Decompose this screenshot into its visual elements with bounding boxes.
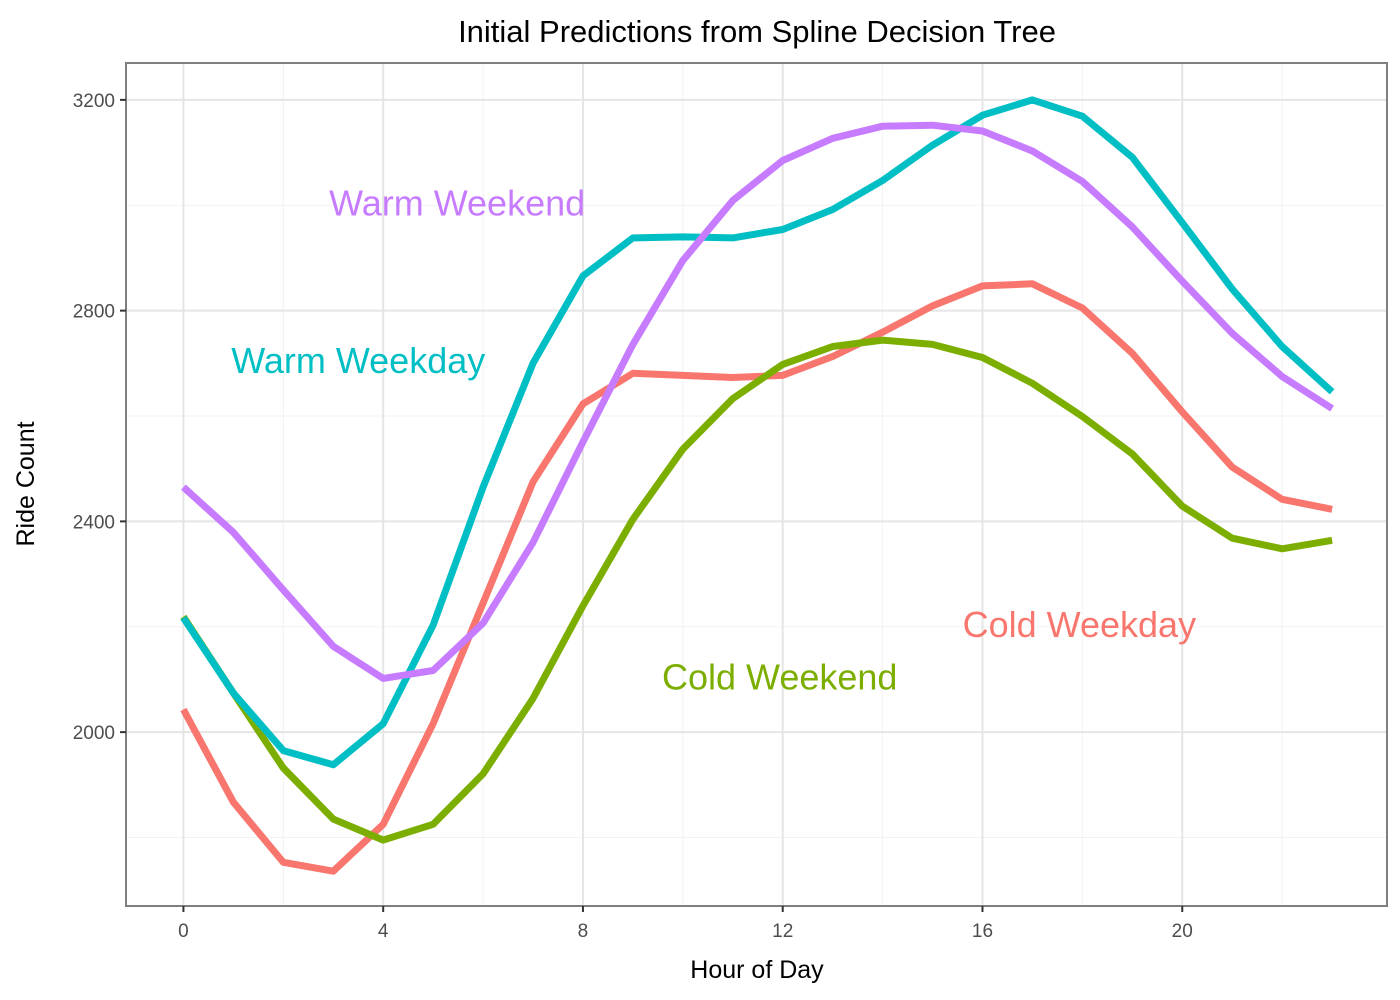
series-line-warm-weekend bbox=[181, 121, 1334, 682]
y-axis: 2000 2400 2800 3200 bbox=[73, 91, 126, 744]
panel-background bbox=[126, 63, 1387, 906]
x-tick-label: 20 bbox=[1172, 921, 1193, 942]
plot-panel: Cold Weekday Cold Weekend Warm Weekday Warm… bbox=[125, 62, 1388, 907]
x-tick-label: 0 bbox=[178, 921, 189, 942]
series-line-cold-weekday bbox=[180, 280, 1333, 875]
series-label-cold-weekend: Cold Weekend bbox=[662, 656, 897, 697]
y-tick-label: 2800 bbox=[73, 302, 115, 323]
y-axis-title: Ride Count bbox=[12, 421, 40, 546]
x-tick-label: 16 bbox=[972, 921, 993, 942]
y-tick-label: 3200 bbox=[73, 91, 115, 112]
x-tick-label: 12 bbox=[772, 921, 793, 942]
x-tick-label: 8 bbox=[578, 921, 589, 942]
series-labels: Cold Weekday Cold Weekend Warm Weekday Warm… bbox=[231, 183, 1196, 698]
panel-border bbox=[125, 62, 1388, 907]
major-gridlines bbox=[126, 63, 1387, 906]
chart-title: Initial Predictions from Spline Decision… bbox=[458, 14, 1056, 49]
series-label-warm-weekday: Warm Weekday bbox=[231, 340, 485, 381]
x-axis: 0 4 8 12 16 20 bbox=[178, 906, 1193, 942]
x-tick-label: 4 bbox=[378, 921, 389, 942]
x-axis-title: Hour of Day bbox=[690, 956, 824, 984]
series-label-warm-weekend: Warm Weekend bbox=[329, 183, 585, 224]
series-label-cold-weekday: Cold Weekday bbox=[963, 604, 1196, 645]
minor-gridlines bbox=[126, 63, 1387, 906]
y-tick-label: 2400 bbox=[73, 512, 115, 533]
series-line-warm-weekday bbox=[180, 96, 1335, 769]
series-lines bbox=[180, 96, 1335, 875]
y-tick-label: 2000 bbox=[73, 723, 115, 744]
series-line-cold-weekend bbox=[180, 336, 1333, 844]
